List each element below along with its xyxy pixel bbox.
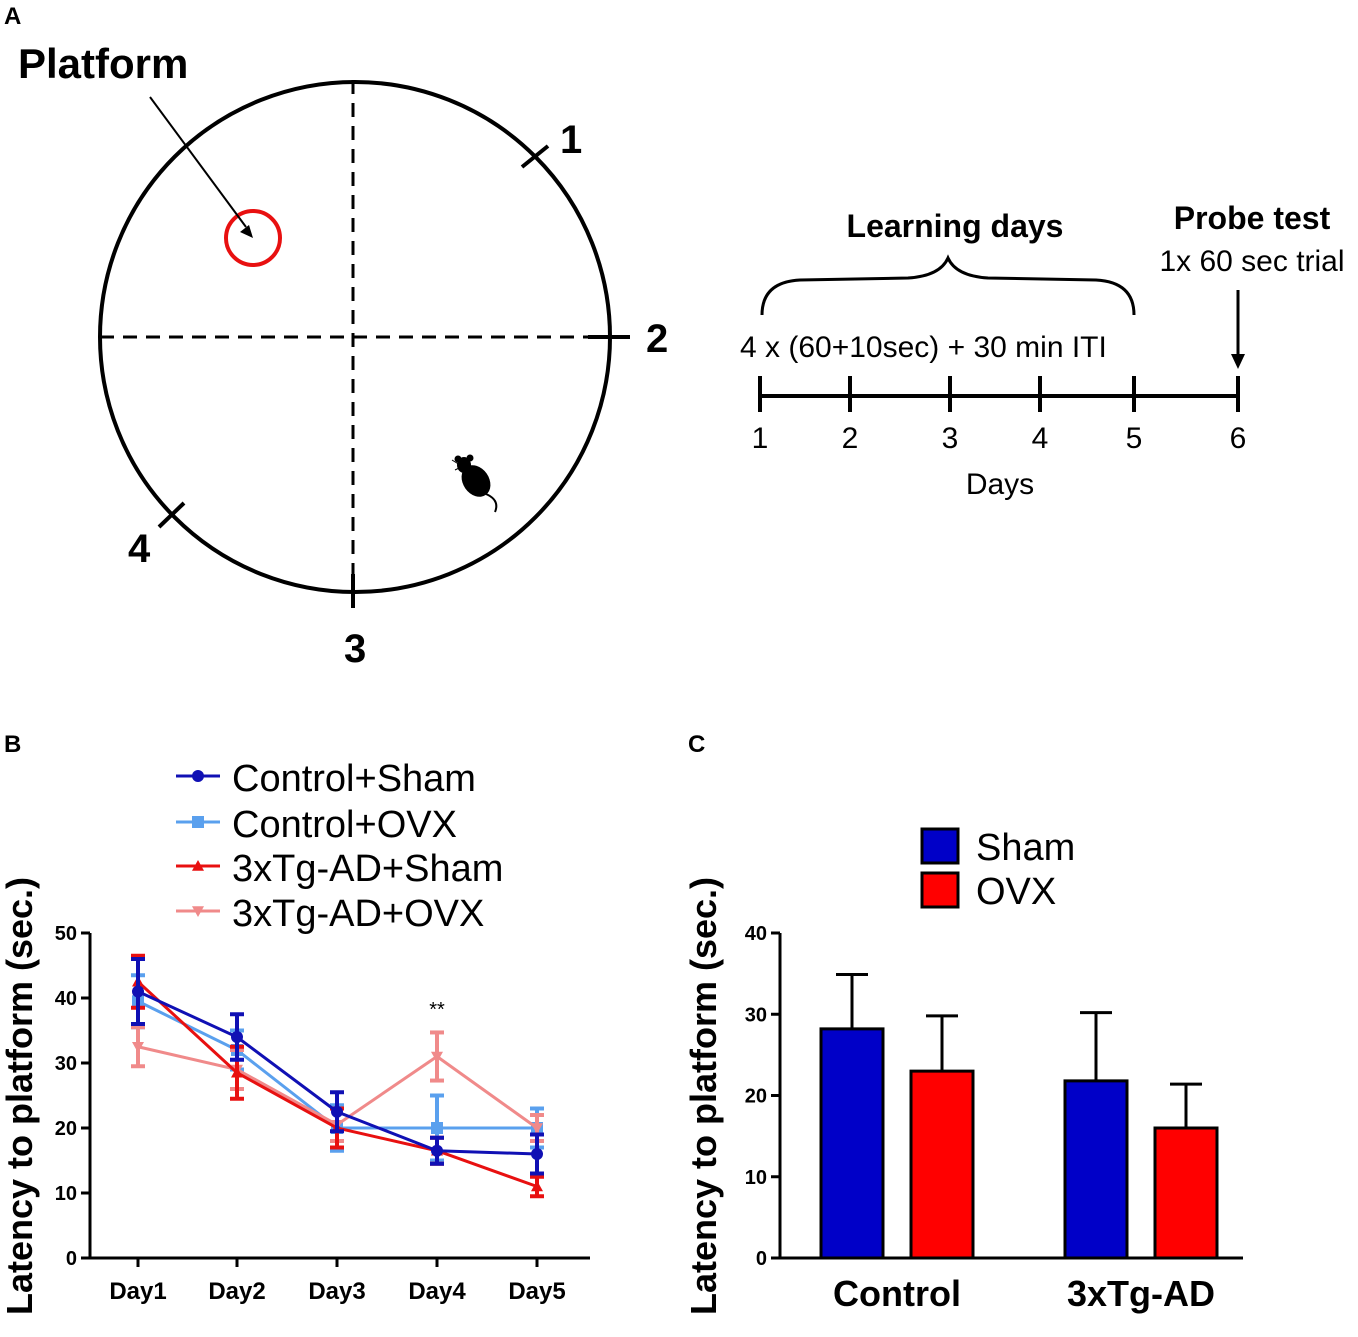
start-mark-4 (157, 501, 186, 529)
probe-arrowhead (1231, 354, 1245, 369)
timeline: Learning days Probe test 1x 60 sec trial… (740, 200, 1345, 501)
chart-c-ytick-label-0: 0 (756, 1248, 767, 1270)
start-mark-1 (520, 144, 550, 169)
platform-arrowhead (240, 225, 253, 238)
chart-b-point-3xtg-ad-sham-2 (231, 1066, 243, 1078)
chart-c-bar-control-ovx (909, 1069, 975, 1260)
protocol-text: 4 x (60+10sec) + 30 min ITI (740, 331, 1107, 364)
chart-b-ytick-label-20: 20 (55, 1118, 77, 1140)
chart-b-legend-marker-control-sham (192, 770, 204, 782)
panel-a: A 1 2 3 4 Platform Learning d (4, 3, 1345, 671)
chart-b-point-3xtg-ad-ovx-4 (431, 1051, 443, 1063)
chart-b-xtick-label-Day1: Day1 (109, 1278, 166, 1305)
chart-b-legend-label-control-sham: Control+Sham (232, 758, 476, 800)
chart-c-ytick-label-10: 10 (745, 1167, 767, 1189)
chart-b-legend: Control+ShamControl+OVX3xTg-AD+Sham3xTg-… (176, 758, 503, 935)
timeline-axis-label: Days (966, 468, 1034, 501)
mouse-icon (451, 454, 498, 513)
panel-b: B Latency to platform (sec.) Control+Sha… (0, 731, 590, 1315)
chart-b-legend-label-control-ovx: Control+OVX (232, 804, 457, 846)
timeline-tick-label-1: 1 (752, 422, 769, 455)
chart-b-legend-marker-control-ovx (192, 816, 204, 828)
chart-b-point-3xtg-ad-ovx-5 (531, 1123, 543, 1134)
chart-c-legend-label-sham: Sham (976, 827, 1075, 869)
chart-c-ytick-label-40: 40 (745, 923, 767, 945)
chart-b-legend-label-3xtg-ad-ovx: 3xTg-AD+OVX (232, 893, 484, 935)
timeline-tick-label-2: 2 (842, 422, 859, 455)
chart-b-point-control-sham-2 (231, 1031, 243, 1043)
chart-c-xtick-label-control: Control (833, 1273, 961, 1314)
chart-b-ytick-label-30: 30 (55, 1053, 77, 1075)
platform-arrow (149, 96, 247, 228)
chart-c-bar-3xtg-ad-ovx (1153, 1126, 1219, 1260)
panel-a-label: A (4, 3, 21, 30)
platform-label: Platform (18, 40, 188, 87)
chart-c-legend-swatch-ovx (920, 871, 960, 909)
chart-b-point-control-ovx-4 (431, 1122, 443, 1134)
chart-b-point-3xtg-ad-sham-5 (531, 1180, 543, 1192)
chart-b-point-control-sham-1 (132, 985, 144, 998)
chart-c-xtick-label-3xtg-ad: 3xTg-AD (1067, 1273, 1215, 1314)
timeline-tick-label-5: 5 (1126, 422, 1143, 455)
chart-b-ytick-label-40: 40 (55, 988, 77, 1010)
quadrant-label-1: 1 (560, 118, 582, 162)
chart-b-xtick-label-Day4: Day4 (408, 1278, 466, 1305)
timeline-tick-label-6: 6 (1230, 422, 1247, 455)
chart-c-legend-label-ovx: OVX (976, 871, 1056, 913)
timeline-tick-label-4: 4 (1032, 422, 1049, 455)
quadrant-label-2: 2 (646, 317, 668, 361)
chart-c-bar-control-sham (819, 1027, 885, 1260)
chart-b-ytick-label-10: 10 (55, 1183, 77, 1205)
panel-c-label: C (688, 731, 705, 758)
chart-b-point-control-sham-4 (431, 1144, 443, 1157)
chart-c-bar-3xtg-ad-sham (1063, 1079, 1129, 1260)
learning-days-title: Learning days (847, 208, 1064, 244)
chart-b: 0 10 20 30 40 50 Day1 Day2 Day3 Day4 Day5 (55, 923, 590, 1305)
chart-b-point-control-sham-5 (531, 1148, 543, 1160)
quadrant-label-3: 3 (344, 627, 366, 671)
chart-c-ytick-label-20: 20 (745, 1086, 767, 1108)
chart-b-legend-marker-3xtg-ad-ovx (192, 906, 204, 917)
chart-b-legend-marker-3xtg-ad-sham (192, 860, 204, 871)
chart-c: 0 10 20 30 40 Control 3xTg-AD (745, 923, 1243, 1314)
chart-b-ylabel: Latency to platform (sec.) (0, 877, 40, 1315)
probe-test-detail: 1x 60 sec trial (1159, 245, 1344, 278)
probe-test-title: Probe test (1174, 200, 1331, 236)
chart-b-ytick-label-50: 50 (55, 923, 77, 945)
chart-b-point-3xtg-ad-ovx-1 (132, 1041, 144, 1053)
chart-b-xtick-label-Day3: Day3 (308, 1278, 365, 1305)
chart-c-ylabel: Latency to platform (sec.) (683, 877, 724, 1315)
chart-b-point-control-sham-3 (331, 1105, 343, 1118)
chart-b-annotation: ** (429, 999, 445, 1021)
chart-c-ytick-label-30: 30 (745, 1004, 767, 1026)
timeline-tick-label-3: 3 (942, 422, 959, 455)
learning-brace (760, 254, 1136, 316)
chart-b-legend-label-3xtg-ad-sham: 3xTg-AD+Sham (232, 848, 503, 890)
chart-c-legend-swatch-sham (920, 827, 960, 865)
platform-circle (224, 209, 282, 267)
chart-b-ytick-label-0: 0 (66, 1248, 77, 1270)
chart-b-xtick-label-Day2: Day2 (208, 1278, 265, 1305)
chart-b-xtick-label-Day5: Day5 (508, 1278, 565, 1305)
panel-b-label: B (4, 731, 21, 758)
quadrant-label-4: 4 (128, 527, 151, 571)
